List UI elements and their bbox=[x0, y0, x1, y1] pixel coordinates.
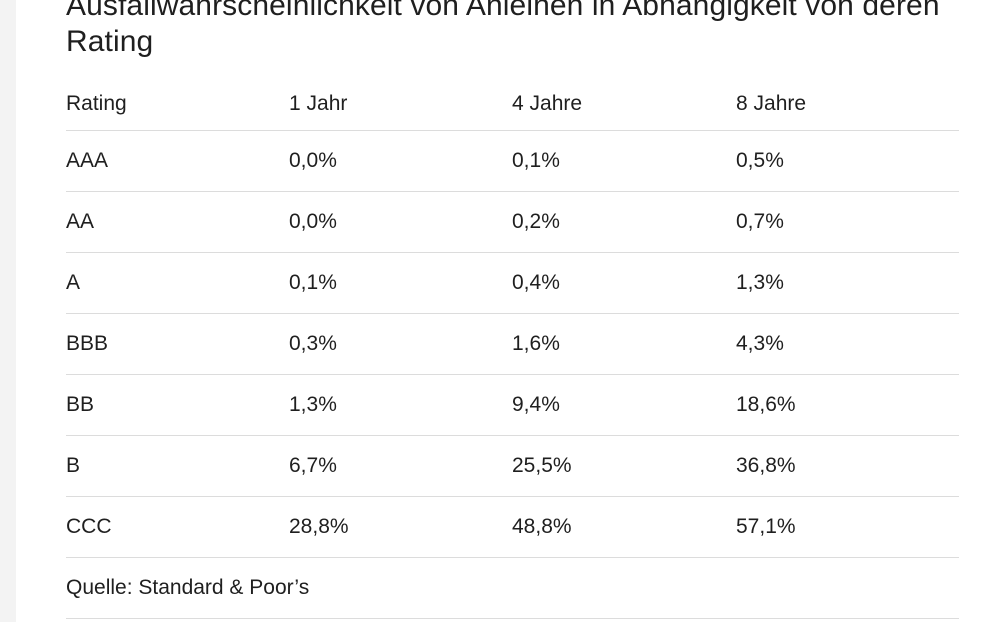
cell-rating: AAA bbox=[66, 130, 289, 192]
cell-rating: B bbox=[66, 435, 289, 497]
left-margin-strip bbox=[0, 0, 16, 622]
default-probability-table: Rating 1 Jahr 4 Jahre 8 Jahre AAA 0,0% 0… bbox=[66, 78, 959, 619]
cell-4-jahre: 25,5% bbox=[512, 435, 736, 497]
table-title: Ausfallwahrscheinlichkeit von Anleihen i… bbox=[66, 0, 940, 58]
cell-8-jahre: 0,5% bbox=[736, 130, 959, 192]
cell-4-jahre: 1,6% bbox=[512, 313, 736, 375]
table-row: B 6,7% 25,5% 36,8% bbox=[66, 435, 959, 497]
table-row: AA 0,0% 0,2% 0,7% bbox=[66, 191, 959, 253]
cell-8-jahre: 36,8% bbox=[736, 435, 959, 497]
table-row: BB 1,3% 9,4% 18,6% bbox=[66, 374, 959, 436]
cell-1-jahr: 0,0% bbox=[289, 130, 512, 192]
table-container: Ausfallwahrscheinlichkeit von Anleihen i… bbox=[66, 0, 959, 619]
table-header-row: Rating 1 Jahr 4 Jahre 8 Jahre bbox=[66, 78, 959, 131]
cell-1-jahr: 0,0% bbox=[289, 191, 512, 253]
cell-4-jahre: 48,8% bbox=[512, 496, 736, 558]
cell-4-jahre: 9,4% bbox=[512, 374, 736, 436]
cell-1-jahr: 0,3% bbox=[289, 313, 512, 375]
cell-8-jahre: 18,6% bbox=[736, 374, 959, 436]
cell-4-jahre: 0,4% bbox=[512, 252, 736, 314]
cell-rating: BB bbox=[66, 374, 289, 436]
header-1-jahr: 1 Jahr bbox=[289, 78, 512, 131]
cell-8-jahre: 1,3% bbox=[736, 252, 959, 314]
cell-rating: A bbox=[66, 252, 289, 314]
table-row: CCC 28,8% 48,8% 57,1% bbox=[66, 496, 959, 558]
table-row: AAA 0,0% 0,1% 0,5% bbox=[66, 130, 959, 192]
cell-8-jahre: 57,1% bbox=[736, 496, 959, 558]
cell-8-jahre: 0,7% bbox=[736, 191, 959, 253]
source-note: Quelle: Standard & Poor’s bbox=[66, 557, 959, 619]
cell-rating: AA bbox=[66, 191, 289, 253]
table-row: BBB 0,3% 1,6% 4,3% bbox=[66, 313, 959, 375]
cell-rating: BBB bbox=[66, 313, 289, 375]
cell-1-jahr: 1,3% bbox=[289, 374, 512, 436]
cell-8-jahre: 4,3% bbox=[736, 313, 959, 375]
cell-4-jahre: 0,2% bbox=[512, 191, 736, 253]
cell-1-jahr: 6,7% bbox=[289, 435, 512, 497]
cell-1-jahr: 28,8% bbox=[289, 496, 512, 558]
cell-rating: CCC bbox=[66, 496, 289, 558]
header-4-jahre: 4 Jahre bbox=[512, 78, 736, 131]
header-8-jahre: 8 Jahre bbox=[736, 78, 959, 131]
cell-4-jahre: 0,1% bbox=[512, 130, 736, 192]
cell-1-jahr: 0,1% bbox=[289, 252, 512, 314]
header-rating: Rating bbox=[66, 78, 289, 131]
source-row: Quelle: Standard & Poor’s bbox=[66, 557, 959, 619]
table-row: A 0,1% 0,4% 1,3% bbox=[66, 252, 959, 314]
